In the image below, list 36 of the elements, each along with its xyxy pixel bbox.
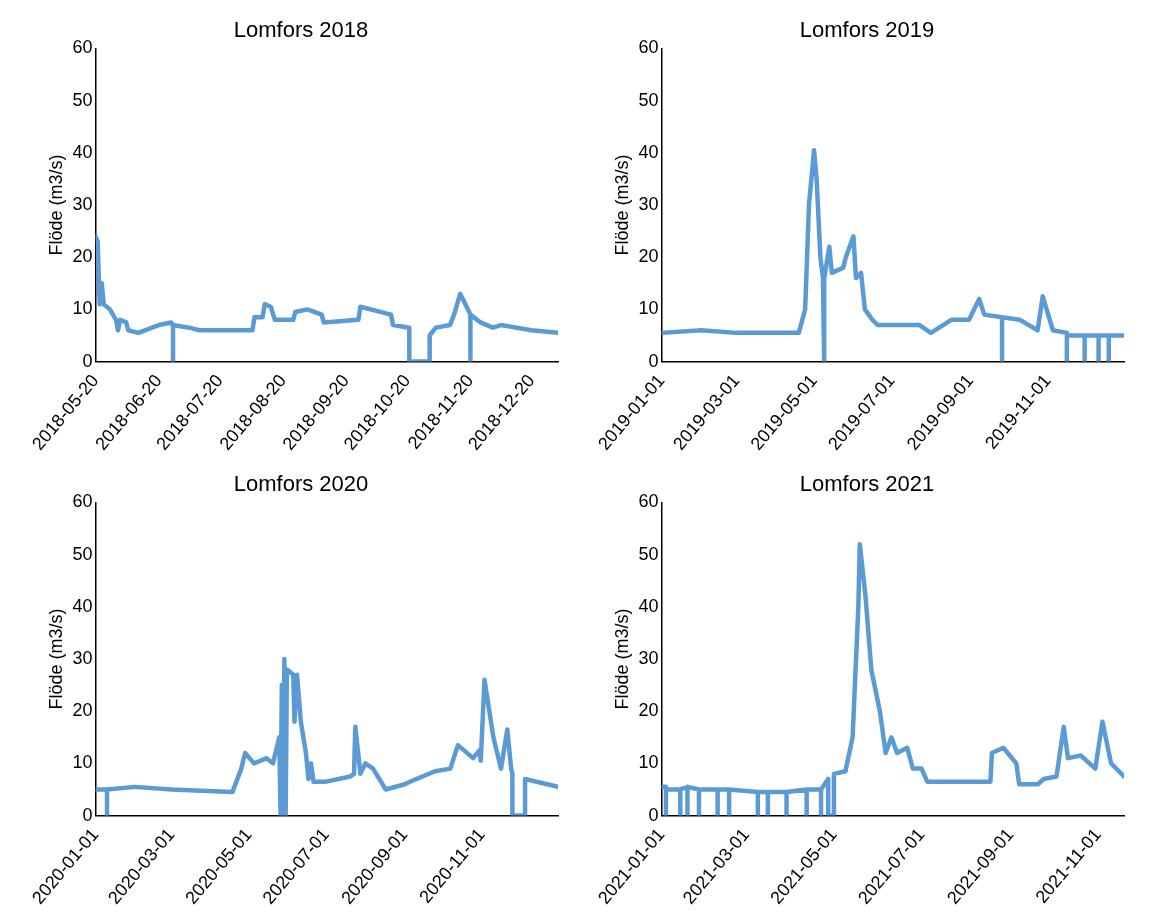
y-tick-label: 60 — [638, 37, 659, 58]
y-tick-label: 50 — [638, 543, 659, 564]
y-tick-label: 20 — [638, 246, 659, 267]
y-tick-label: 60 — [638, 491, 659, 512]
y-tick-label: 10 — [638, 752, 659, 773]
y-axis-title: Flöde (m3/s) — [611, 608, 632, 710]
y-tick-label: 40 — [638, 141, 659, 162]
y-tick-label: 10 — [72, 298, 93, 319]
y-tick-label: 0 — [648, 804, 659, 825]
y-axis-title: Flöde (m3/s) — [45, 154, 66, 256]
y-axis-title: Flöde (m3/s) — [611, 154, 632, 256]
y-tick-label: 0 — [648, 350, 659, 371]
y-tick-label: 40 — [638, 595, 659, 616]
y-tick-label: 60 — [72, 491, 93, 512]
chart-title: Lomfors 2021 — [799, 471, 935, 497]
y-tick-label: 0 — [82, 350, 93, 371]
y-tick-label: 50 — [638, 89, 659, 110]
y-tick-label: 30 — [638, 647, 659, 668]
y-tick-label: 20 — [72, 246, 93, 267]
y-tick-label: 40 — [72, 141, 93, 162]
y-tick-label: 50 — [72, 89, 93, 110]
y-tick-label: 60 — [72, 37, 93, 58]
y-tick-label: 0 — [82, 804, 93, 825]
y-tick-label: 20 — [638, 700, 659, 721]
y-tick-label: 10 — [72, 752, 93, 773]
y-axis-title: Flöde (m3/s) — [45, 608, 66, 710]
y-tick-label: 30 — [638, 193, 659, 214]
y-tick-label: 30 — [72, 647, 93, 668]
y-tick-label: 30 — [72, 193, 93, 214]
y-tick-label: 20 — [72, 700, 93, 721]
y-tick-label: 10 — [638, 298, 659, 319]
chart-title: Lomfors 2020 — [233, 471, 369, 497]
chart-title: Lomfors 2018 — [233, 17, 369, 43]
y-tick-label: 50 — [72, 543, 93, 564]
chart-title: Lomfors 2019 — [799, 17, 935, 43]
y-tick-label: 40 — [72, 595, 93, 616]
